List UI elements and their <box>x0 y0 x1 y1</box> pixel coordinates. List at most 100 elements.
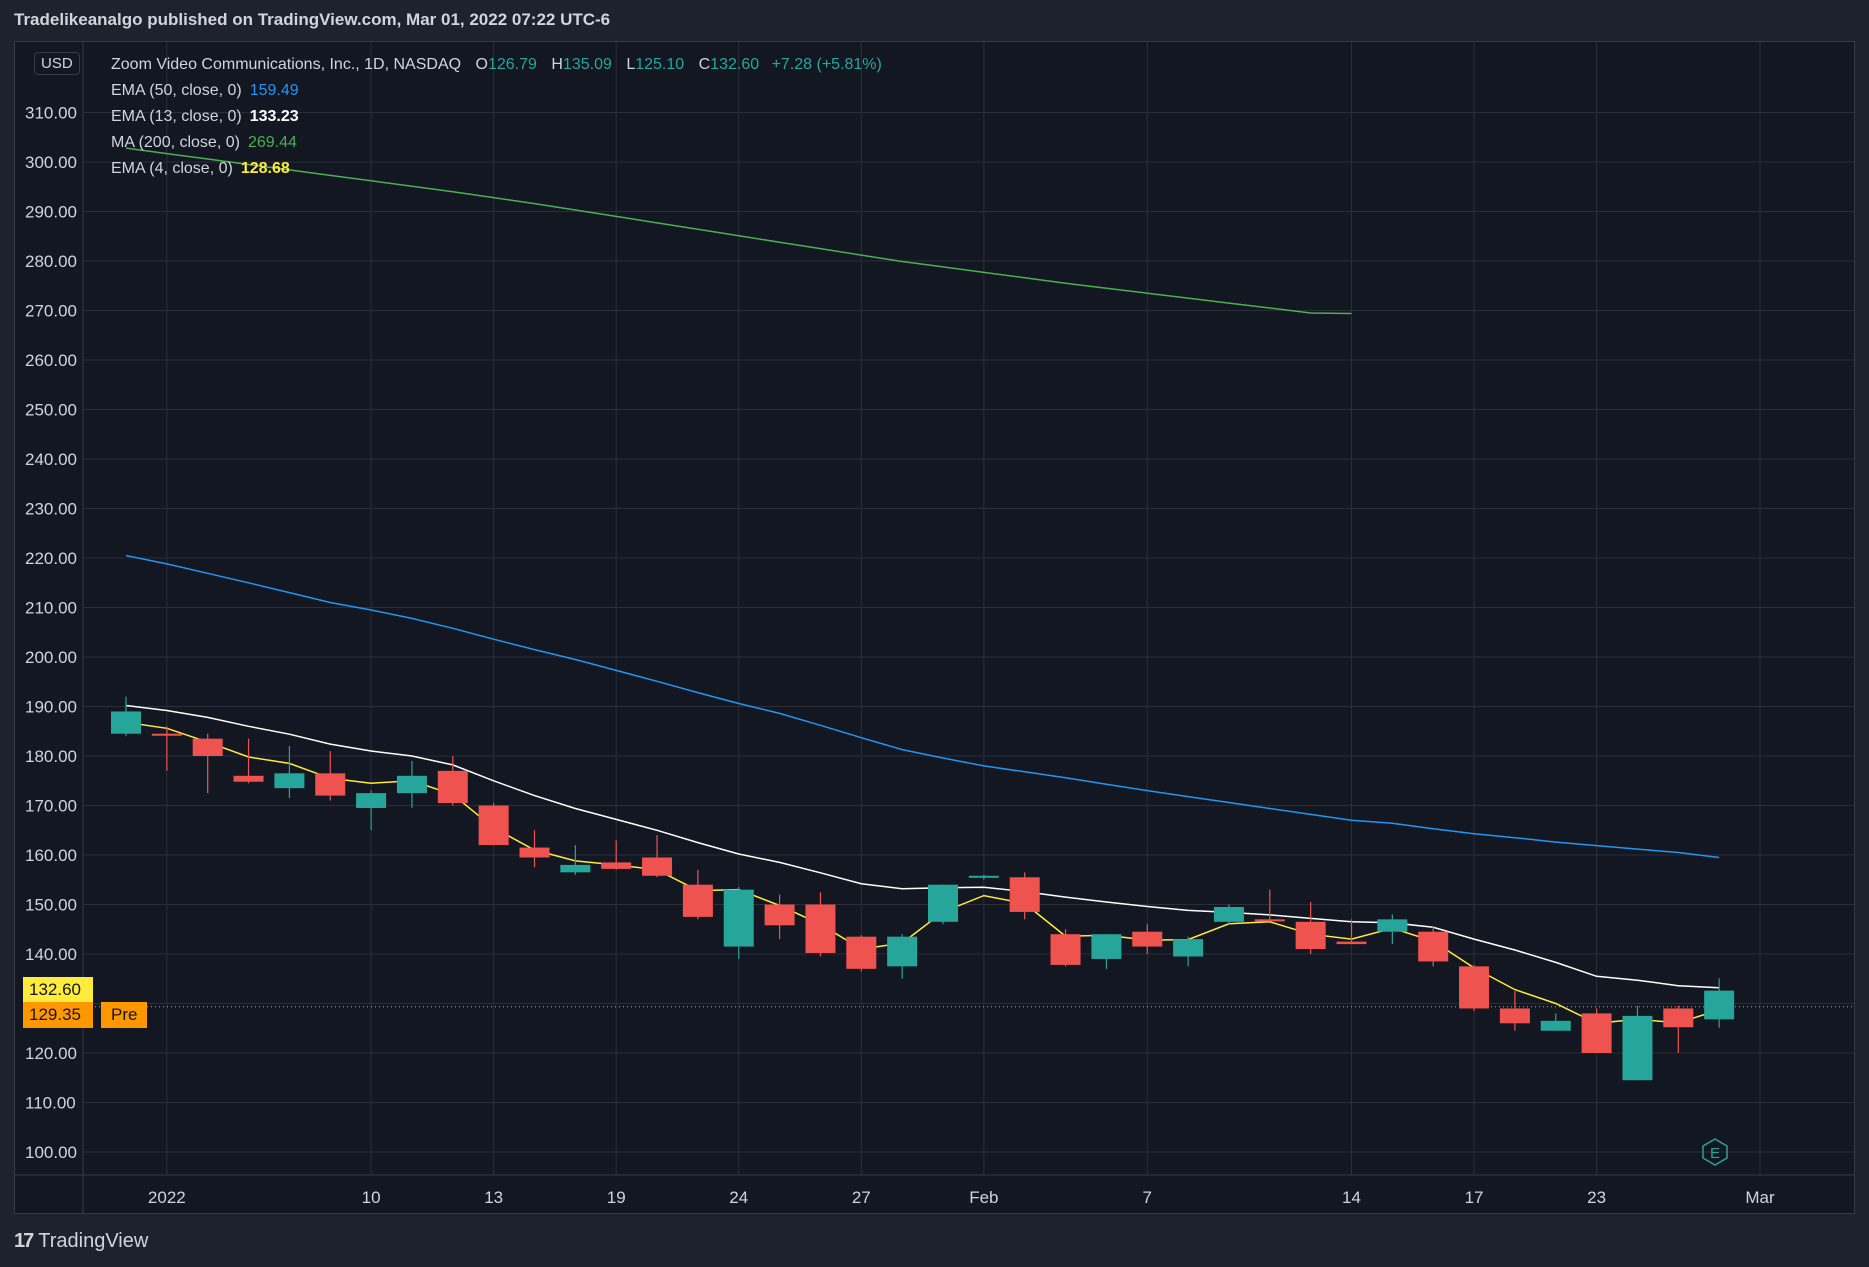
legend-ema50[interactable]: EMA (50, close, 0) 159.49 <box>111 78 882 104</box>
y-tick-label: 270.00 <box>25 302 77 321</box>
premarket-price-tag: 129.35 <box>23 1002 93 1028</box>
x-tick-label: 27 <box>852 1188 871 1207</box>
candle-body <box>111 711 141 734</box>
price-chart[interactable]: 100.00110.00120.00130.00140.00150.00160.… <box>15 42 1855 1214</box>
publication-header: Tradelikeanalgo published on TradingView… <box>14 10 611 29</box>
y-tick-label: 170.00 <box>25 797 77 816</box>
candle-body <box>1295 921 1326 950</box>
x-tick-label: 10 <box>362 1188 381 1207</box>
candle-body <box>1459 966 1490 1009</box>
y-tick-label: 310.00 <box>25 104 77 123</box>
y-tick-label: 300.00 <box>25 153 77 172</box>
y-tick-label: 200.00 <box>25 648 77 667</box>
ema13-value: 133.23 <box>249 108 299 125</box>
candle-body <box>233 775 264 782</box>
tradingview-logo-icon: 17 <box>14 1229 34 1252</box>
indicator-line-2 <box>125 147 1352 315</box>
ema50-value: 159.49 <box>249 82 299 99</box>
candle-body <box>1499 1008 1530 1024</box>
y-tick-label: 190.00 <box>25 698 77 717</box>
candle-body <box>1622 1015 1653 1081</box>
y-tick-label: 180.00 <box>25 747 77 766</box>
x-tick-label: 2022 <box>148 1188 186 1207</box>
brand-name: TradingView <box>38 1229 149 1252</box>
indicator-line-0 <box>125 554 1720 859</box>
indicator-line-1 <box>125 704 1720 989</box>
candle-body <box>764 904 795 926</box>
candle-body <box>805 904 836 954</box>
candle-body <box>1009 877 1040 912</box>
candle-body <box>315 773 346 796</box>
candle-body <box>1213 906 1244 922</box>
chart-pane[interactable]: 100.00110.00120.00130.00140.00150.00160.… <box>14 41 1855 1214</box>
close-value: 132.60 <box>710 56 760 73</box>
candle-body <box>437 770 468 804</box>
ema13-label: EMA (13, close, 0) <box>111 108 242 125</box>
open-label: O <box>475 56 488 73</box>
candle-body <box>1091 934 1122 959</box>
currency-badge[interactable]: USD <box>34 52 80 75</box>
candle-body <box>1377 919 1408 932</box>
x-tick-label: 23 <box>1587 1188 1606 1207</box>
candle-body <box>1581 1013 1612 1053</box>
close-label: C <box>698 56 711 73</box>
y-tick-label: 210.00 <box>25 599 77 618</box>
candle-body <box>151 733 182 736</box>
y-tick-label: 160.00 <box>25 846 77 865</box>
x-tick-label: Mar <box>1745 1188 1775 1207</box>
candle-body <box>478 805 509 846</box>
candle-body <box>1050 934 1081 965</box>
candle-body <box>1173 939 1204 957</box>
candle-body <box>928 884 958 922</box>
y-tick-label: 290.00 <box>25 203 77 222</box>
y-tick-label: 150.00 <box>25 896 77 915</box>
ma200-label: MA (200, close, 0) <box>111 134 240 151</box>
high-value: 135.09 <box>562 56 612 73</box>
legend-ema13[interactable]: EMA (13, close, 0) 133.23 <box>111 104 882 130</box>
y-tick-label: 220.00 <box>25 549 77 568</box>
y-tick-label: 260.00 <box>25 351 77 370</box>
y-tick-label: 100.00 <box>25 1143 77 1162</box>
candle-body <box>642 857 673 876</box>
earnings-hexagon-icon: E <box>1702 1138 1728 1166</box>
legend-ma200[interactable]: MA (200, close, 0) 269.44 <box>111 130 882 156</box>
candle-body <box>968 875 999 878</box>
premarket-label: Pre <box>101 1002 148 1028</box>
y-tick-label: 240.00 <box>25 450 77 469</box>
earnings-icon[interactable]: E <box>1701 1138 1729 1166</box>
symbol-name[interactable]: Zoom Video Communications, Inc., 1D, NAS… <box>111 56 462 73</box>
x-tick-label: 24 <box>729 1188 748 1207</box>
candle-body <box>1418 931 1449 962</box>
candle-body <box>396 775 427 794</box>
ema4-value: 128.68 <box>240 160 290 177</box>
x-tick-label: 17 <box>1465 1188 1484 1207</box>
candle-body <box>274 773 305 789</box>
ema4-label: EMA (4, close, 0) <box>111 160 233 177</box>
indicator-line-3 <box>125 721 1720 1025</box>
legend-symbol-line: Zoom Video Communications, Inc., 1D, NAS… <box>111 52 882 78</box>
candle-body <box>1132 931 1163 947</box>
candle-body <box>601 862 632 869</box>
ema50-label: EMA (50, close, 0) <box>111 82 242 99</box>
candle-body <box>519 847 550 858</box>
footer-brand[interactable]: 17 TradingView <box>14 1226 148 1256</box>
legend-ema4[interactable]: EMA (4, close, 0) 128.68 <box>111 156 882 182</box>
x-tick-label: Feb <box>969 1188 998 1207</box>
ma200-value: 269.44 <box>247 134 297 151</box>
candle-body <box>1704 990 1735 1020</box>
x-tick-label: 7 <box>1143 1188 1152 1207</box>
open-value: 126.79 <box>487 56 537 73</box>
chart-legend: Zoom Video Communications, Inc., 1D, NAS… <box>111 52 882 182</box>
y-tick-label: 110.00 <box>25 1094 76 1113</box>
candle-body <box>682 884 713 917</box>
x-tick-label: 19 <box>607 1188 626 1207</box>
candle-body <box>723 889 754 947</box>
x-tick-label: 13 <box>484 1188 503 1207</box>
y-tick-label: 230.00 <box>25 500 77 519</box>
candle-body <box>846 936 877 969</box>
low-label: L <box>626 56 636 73</box>
candle-body <box>356 793 387 808</box>
candle-body <box>1254 919 1285 922</box>
x-tick-label: 14 <box>1342 1188 1361 1207</box>
last-price-tag: 132.60 <box>23 977 93 1003</box>
